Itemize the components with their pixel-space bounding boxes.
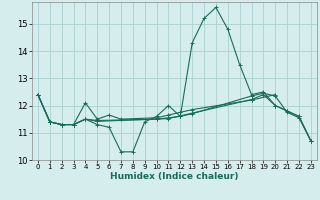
X-axis label: Humidex (Indice chaleur): Humidex (Indice chaleur) — [110, 172, 239, 181]
